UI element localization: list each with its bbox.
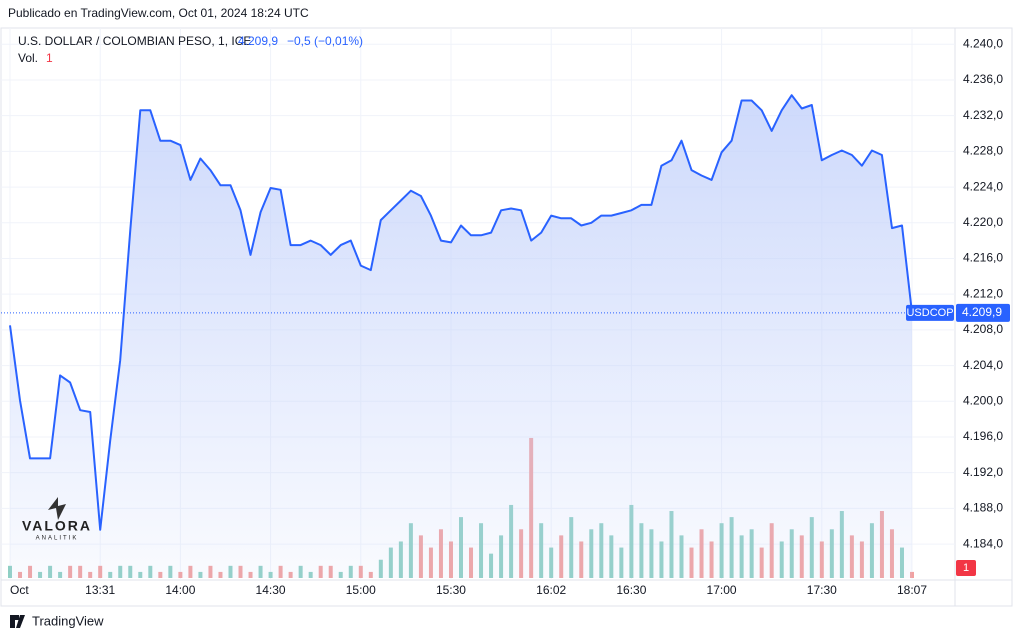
published: Publicado en TradingView.com, Oct 01, 20… xyxy=(8,6,309,20)
y-tick-label: 4.212,0 xyxy=(963,286,1003,300)
x-tick-label: 17:00 xyxy=(707,583,737,597)
y-tick-label: 4.240,0 xyxy=(963,36,1003,50)
y-tick-label: 4.208,0 xyxy=(963,322,1003,336)
volume-tag-label: 1 xyxy=(963,562,969,574)
y-tick-label: 4.204,0 xyxy=(963,358,1003,372)
y-tick-label: 4.220,0 xyxy=(963,215,1003,229)
price-tag xyxy=(956,303,1010,322)
change: −0,5 (−0,01%) xyxy=(287,34,363,48)
frame xyxy=(0,27,1013,607)
symbol-label: USDCOP xyxy=(906,307,953,319)
x-tick-label: 18:07 xyxy=(897,583,927,597)
tv-logo xyxy=(10,615,25,628)
x-tick-label: Oct xyxy=(10,583,29,597)
logo-icon xyxy=(48,497,66,520)
y-tick-label: 4.196,0 xyxy=(963,429,1003,443)
footer: TradingView xyxy=(32,613,104,628)
x-tick-label: 16:02 xyxy=(536,583,566,597)
volume-legend-value: 1 xyxy=(46,51,53,65)
x-tick-label: 16:30 xyxy=(616,583,646,597)
volume-legend: Vol. xyxy=(18,51,38,65)
price-line xyxy=(9,94,913,531)
y-tick-label: 4.224,0 xyxy=(963,179,1003,193)
watermark-sub: ANALITIK xyxy=(36,536,79,542)
x-tick-label: 13:31 xyxy=(85,583,115,597)
volume-tag xyxy=(956,560,976,576)
y-tick-label: 4.236,0 xyxy=(963,72,1003,86)
x-tick-label: 14:00 xyxy=(165,583,195,597)
x-tick-label: 15:00 xyxy=(346,583,376,597)
watermark: VALORA xyxy=(22,518,92,534)
y-tick-label: 4.200,0 xyxy=(963,393,1003,407)
x-tick-label: 15:30 xyxy=(436,583,466,597)
y-tick-label: 4.188,0 xyxy=(963,501,1003,515)
x-tick-label: 17:30 xyxy=(807,583,837,597)
area xyxy=(10,95,912,578)
price-tag-label: 4.209,9 xyxy=(962,305,1002,319)
symbol-tag xyxy=(906,304,954,321)
y-tick-label: 4.192,0 xyxy=(963,465,1003,479)
y-tick-label: 4.232,0 xyxy=(963,108,1003,122)
chart-title: U.S. DOLLAR / COLOMBIAN PESO, 1, ICE xyxy=(18,34,251,48)
last-price: 4.209,9 xyxy=(238,34,278,48)
y-tick-label: 4.228,0 xyxy=(963,144,1003,158)
x-tick-label: 14:30 xyxy=(256,583,286,597)
y-tick-label: 4.184,0 xyxy=(963,536,1003,550)
y-tick-label: 4.216,0 xyxy=(963,251,1003,265)
